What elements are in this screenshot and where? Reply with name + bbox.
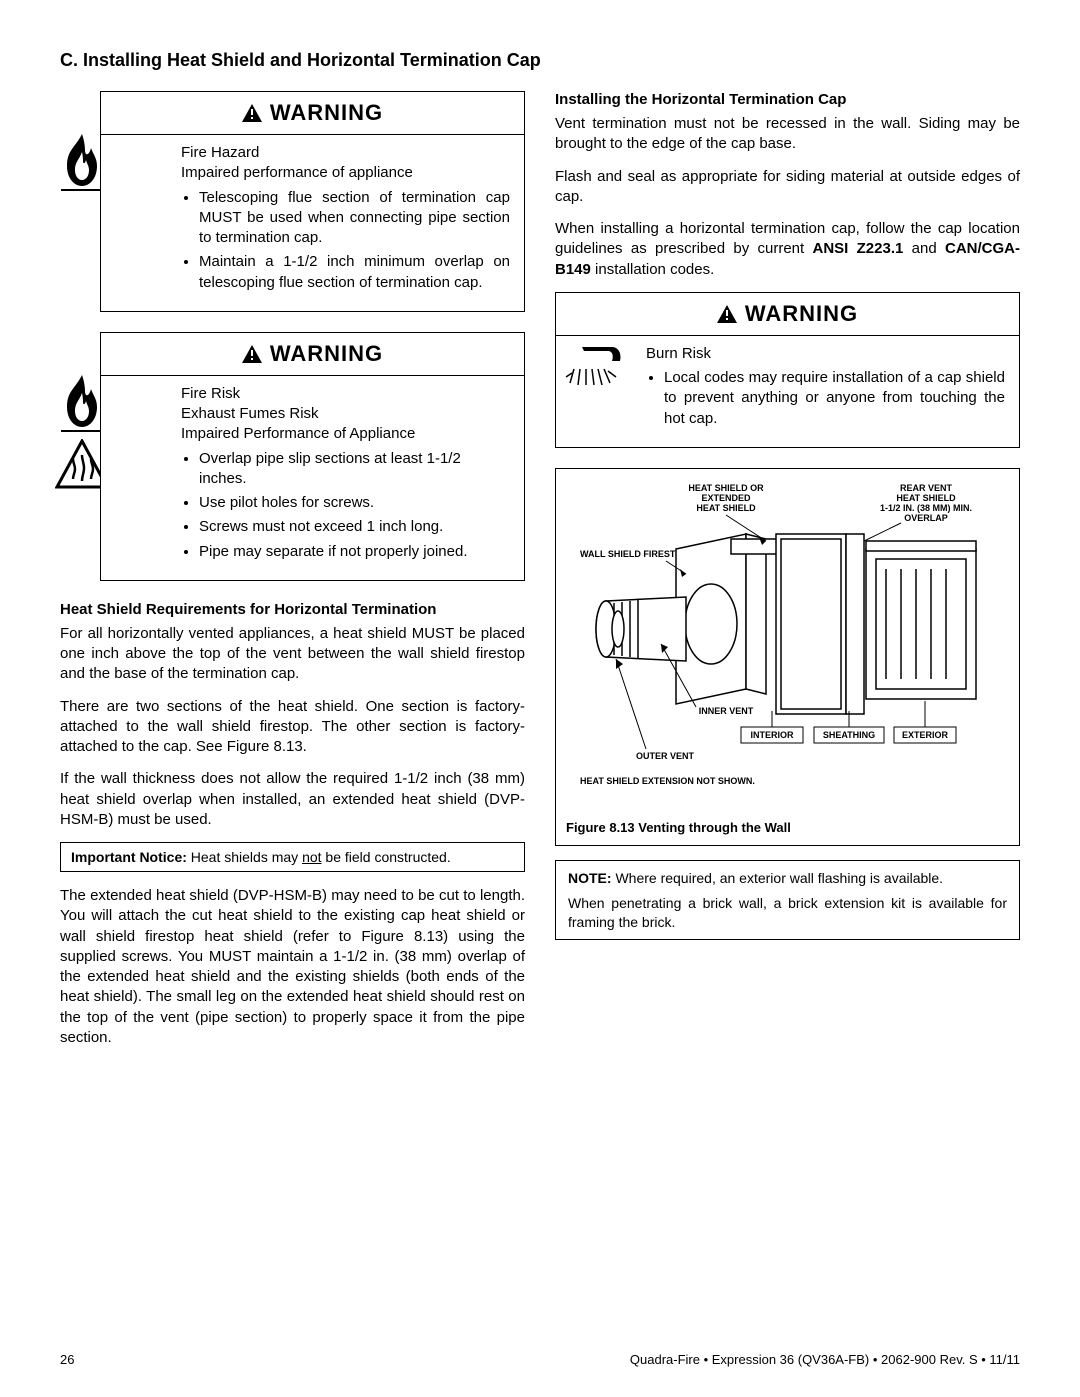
warning2-bullets: Overlap pipe slip sections at least 1-1/… (181, 449, 510, 562)
svg-text:INTERIOR: INTERIOR (750, 730, 794, 740)
right-p3: When installing a horizontal termination… (555, 219, 1020, 280)
warning1-b0: Telescoping flue section of termination … (199, 188, 510, 249)
svg-text:SHEATHING: SHEATHING (823, 730, 875, 740)
left-column: WARNING Fire Hazard Impaired performance… (60, 91, 525, 1060)
warning2-b0: Overlap pipe slip sections at least 1-1/… (199, 449, 510, 490)
svg-text:OUTER VENT: OUTER VENT (636, 751, 695, 761)
alert-triangle-icon (717, 305, 737, 323)
warning1-line0: Fire Hazard (181, 143, 510, 163)
wall-vent-diagram: HEAT SHIELD OR EXTENDED HEAT SHIELD REAR… (566, 479, 1006, 809)
warning1-b1: Maintain a 1-1/2 inch minimum overlap on… (199, 252, 510, 293)
svg-text:REAR VENT: REAR VENT (900, 483, 953, 493)
notice-rest: Heat shields may (187, 849, 302, 865)
right-p1: Vent termination must not be recessed in… (555, 114, 1020, 155)
p3c: and (903, 240, 945, 257)
svg-text:EXTERIOR: EXTERIOR (902, 730, 949, 740)
svg-text:1-1/2 IN. (38 MM) MIN.: 1-1/2 IN. (38 MM) MIN. (880, 503, 972, 513)
svg-text:OVERLAP: OVERLAP (904, 513, 948, 523)
figure-caption: Figure 8.13 Venting through the Wall (566, 820, 1009, 835)
warning1-line1: Impaired performance of appliance (181, 163, 510, 183)
warning3-title: WARNING (745, 301, 858, 327)
warning2-line2: Impaired Performance of Appliance (181, 424, 510, 444)
two-column-layout: WARNING Fire Hazard Impaired performance… (60, 91, 1020, 1060)
svg-text:EXTENDED: EXTENDED (701, 493, 751, 503)
right-p2: Flash and seal as appropriate for siding… (555, 167, 1020, 208)
warning2-line0: Fire Risk (181, 384, 510, 404)
warning1-title: WARNING (270, 100, 383, 126)
warning2-b2: Screws must not exceed 1 inch long. (199, 517, 510, 537)
warning3-line: Burn Risk (646, 344, 1005, 364)
left-p2: There are two sections of the heat shiel… (60, 697, 525, 758)
left-p3: If the wall thickness does not allow the… (60, 769, 525, 830)
warning3-bullets: Local codes may require installation of … (646, 368, 1005, 429)
svg-text:HEAT SHIELD: HEAT SHIELD (696, 503, 756, 513)
diagram-box: HEAT SHIELD OR EXTENDED HEAT SHIELD REAR… (555, 468, 1020, 846)
left-subhead: Heat Shield Requirements for Horizontal … (60, 601, 525, 618)
note-l2: When penetrating a brick wall, a brick e… (568, 894, 1007, 932)
note-label: NOTE: (568, 870, 612, 886)
svg-text:HEAT SHIELD: HEAT SHIELD (896, 493, 956, 503)
warning1-body: Fire Hazard Impaired performance of appl… (101, 135, 524, 311)
warning3-b0: Local codes may require installation of … (664, 368, 1005, 429)
svg-text:HEAT SHIELD OR: HEAT SHIELD OR (688, 483, 764, 493)
right-subhead: Installing the Horizontal Termination Ca… (555, 91, 1020, 108)
page-number: 26 (60, 1352, 74, 1367)
warning2-line1: Exhaust Fumes Risk (181, 404, 510, 424)
p3e: installation codes. (591, 261, 714, 278)
left-p4: The extended heat shield (DVP-HSM-B) may… (60, 886, 525, 1048)
warning-box-2: WARNING Fire Risk Exhaust Fumes Risk Imp… (100, 332, 525, 581)
page-footer: 26 Quadra-Fire • Expression 36 (QV36A-FB… (60, 1352, 1020, 1367)
important-notice-box: Important Notice: Heat shields may not b… (60, 842, 525, 872)
note-box: NOTE: Where required, an exterior wall f… (555, 860, 1020, 941)
section-title: C. Installing Heat Shield and Horizontal… (60, 50, 1020, 71)
footer-text: Quadra-Fire • Expression 36 (QV36A-FB) •… (630, 1352, 1020, 1367)
warning2-title: WARNING (270, 341, 383, 367)
warning-box-3: WARNING Burn Risk Local codes may requir… (555, 292, 1020, 448)
right-column: Installing the Horizontal Termination Ca… (555, 91, 1020, 1060)
svg-text:INNER VENT: INNER VENT (699, 706, 754, 716)
alert-triangle-icon (242, 104, 262, 122)
burn-icon (562, 339, 632, 394)
warning1-bullets: Telescoping flue section of termination … (181, 188, 510, 293)
warning-header: WARNING (101, 333, 524, 376)
notice-label: Important Notice: (71, 849, 187, 865)
note-l1: Where required, an exterior wall flashin… (612, 870, 944, 886)
warning-box-1: WARNING Fire Hazard Impaired performance… (100, 91, 525, 312)
warning-box-2-wrap: WARNING Fire Risk Exhaust Fumes Risk Imp… (60, 332, 525, 581)
warning2-body: Fire Risk Exhaust Fumes Risk Impaired Pe… (101, 376, 524, 580)
warning-box-1-wrap: WARNING Fire Hazard Impaired performance… (60, 91, 525, 312)
svg-text:WALL SHIELD FIRESTOP: WALL SHIELD FIRESTOP (580, 549, 688, 559)
svg-text:HEAT SHIELD EXTENSION NOT SHOW: HEAT SHIELD EXTENSION NOT SHOWN. (580, 776, 755, 786)
p3b: ANSI Z223.1 (813, 240, 904, 257)
warning2-b1: Use pilot holes for screws. (199, 493, 510, 513)
warning-header: WARNING (101, 92, 524, 135)
warning-header: WARNING (556, 293, 1019, 336)
left-p1: For all horizontally vented appliances, … (60, 624, 525, 685)
warning2-b3: Pipe may separate if not properly joined… (199, 542, 510, 562)
alert-triangle-icon (242, 345, 262, 363)
notice-underline: not (302, 849, 321, 865)
notice-after: be field constructed. (322, 849, 451, 865)
